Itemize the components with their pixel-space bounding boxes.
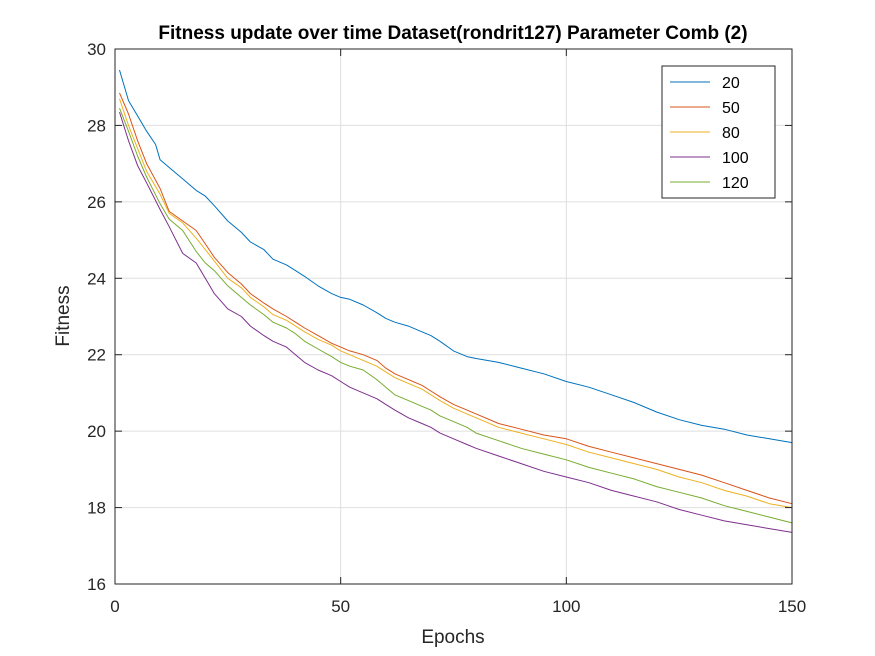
y-tick-label: 18 [87, 499, 106, 518]
axes [114, 48, 793, 585]
legend-box [661, 65, 776, 199]
series-line-100 [119, 111, 793, 533]
chart-title: Fitness update over time Dataset(rondrit… [158, 23, 747, 44]
y-axis-label: Fitness [53, 285, 74, 346]
y-tick-label: 16 [87, 575, 106, 594]
series-line-20 [119, 69, 793, 444]
legend-label-20: 20 [722, 75, 740, 92]
legend-label-80: 80 [722, 125, 740, 142]
y-tick-label: 28 [87, 116, 106, 135]
x-axis-label: Epochs [421, 627, 484, 648]
series-line-120 [119, 108, 793, 524]
tick-labels: 0 50 100 150 16 18 20 22 24 26 28 30 [87, 40, 806, 616]
series-line-80 [119, 98, 793, 509]
x-tick-label: 100 [552, 597, 580, 616]
y-tick-label: 22 [87, 346, 106, 365]
series-layer [119, 69, 793, 533]
y-tick-label: 24 [87, 269, 106, 288]
y-tick-label: 20 [87, 422, 106, 441]
legend-label-100: 100 [722, 150, 749, 167]
series-line-50 [119, 92, 793, 505]
x-tick-label: 150 [778, 597, 806, 616]
legend: 20 50 80 100 120 [661, 65, 776, 199]
y-tick-label: 30 [87, 40, 106, 59]
axes-box [114, 48, 793, 585]
x-tick-label: 0 [110, 597, 119, 616]
legend-label-120: 120 [722, 175, 749, 192]
legend-label-50: 50 [722, 100, 740, 117]
y-tick-label: 26 [87, 193, 106, 212]
x-tick-label: 50 [331, 597, 350, 616]
